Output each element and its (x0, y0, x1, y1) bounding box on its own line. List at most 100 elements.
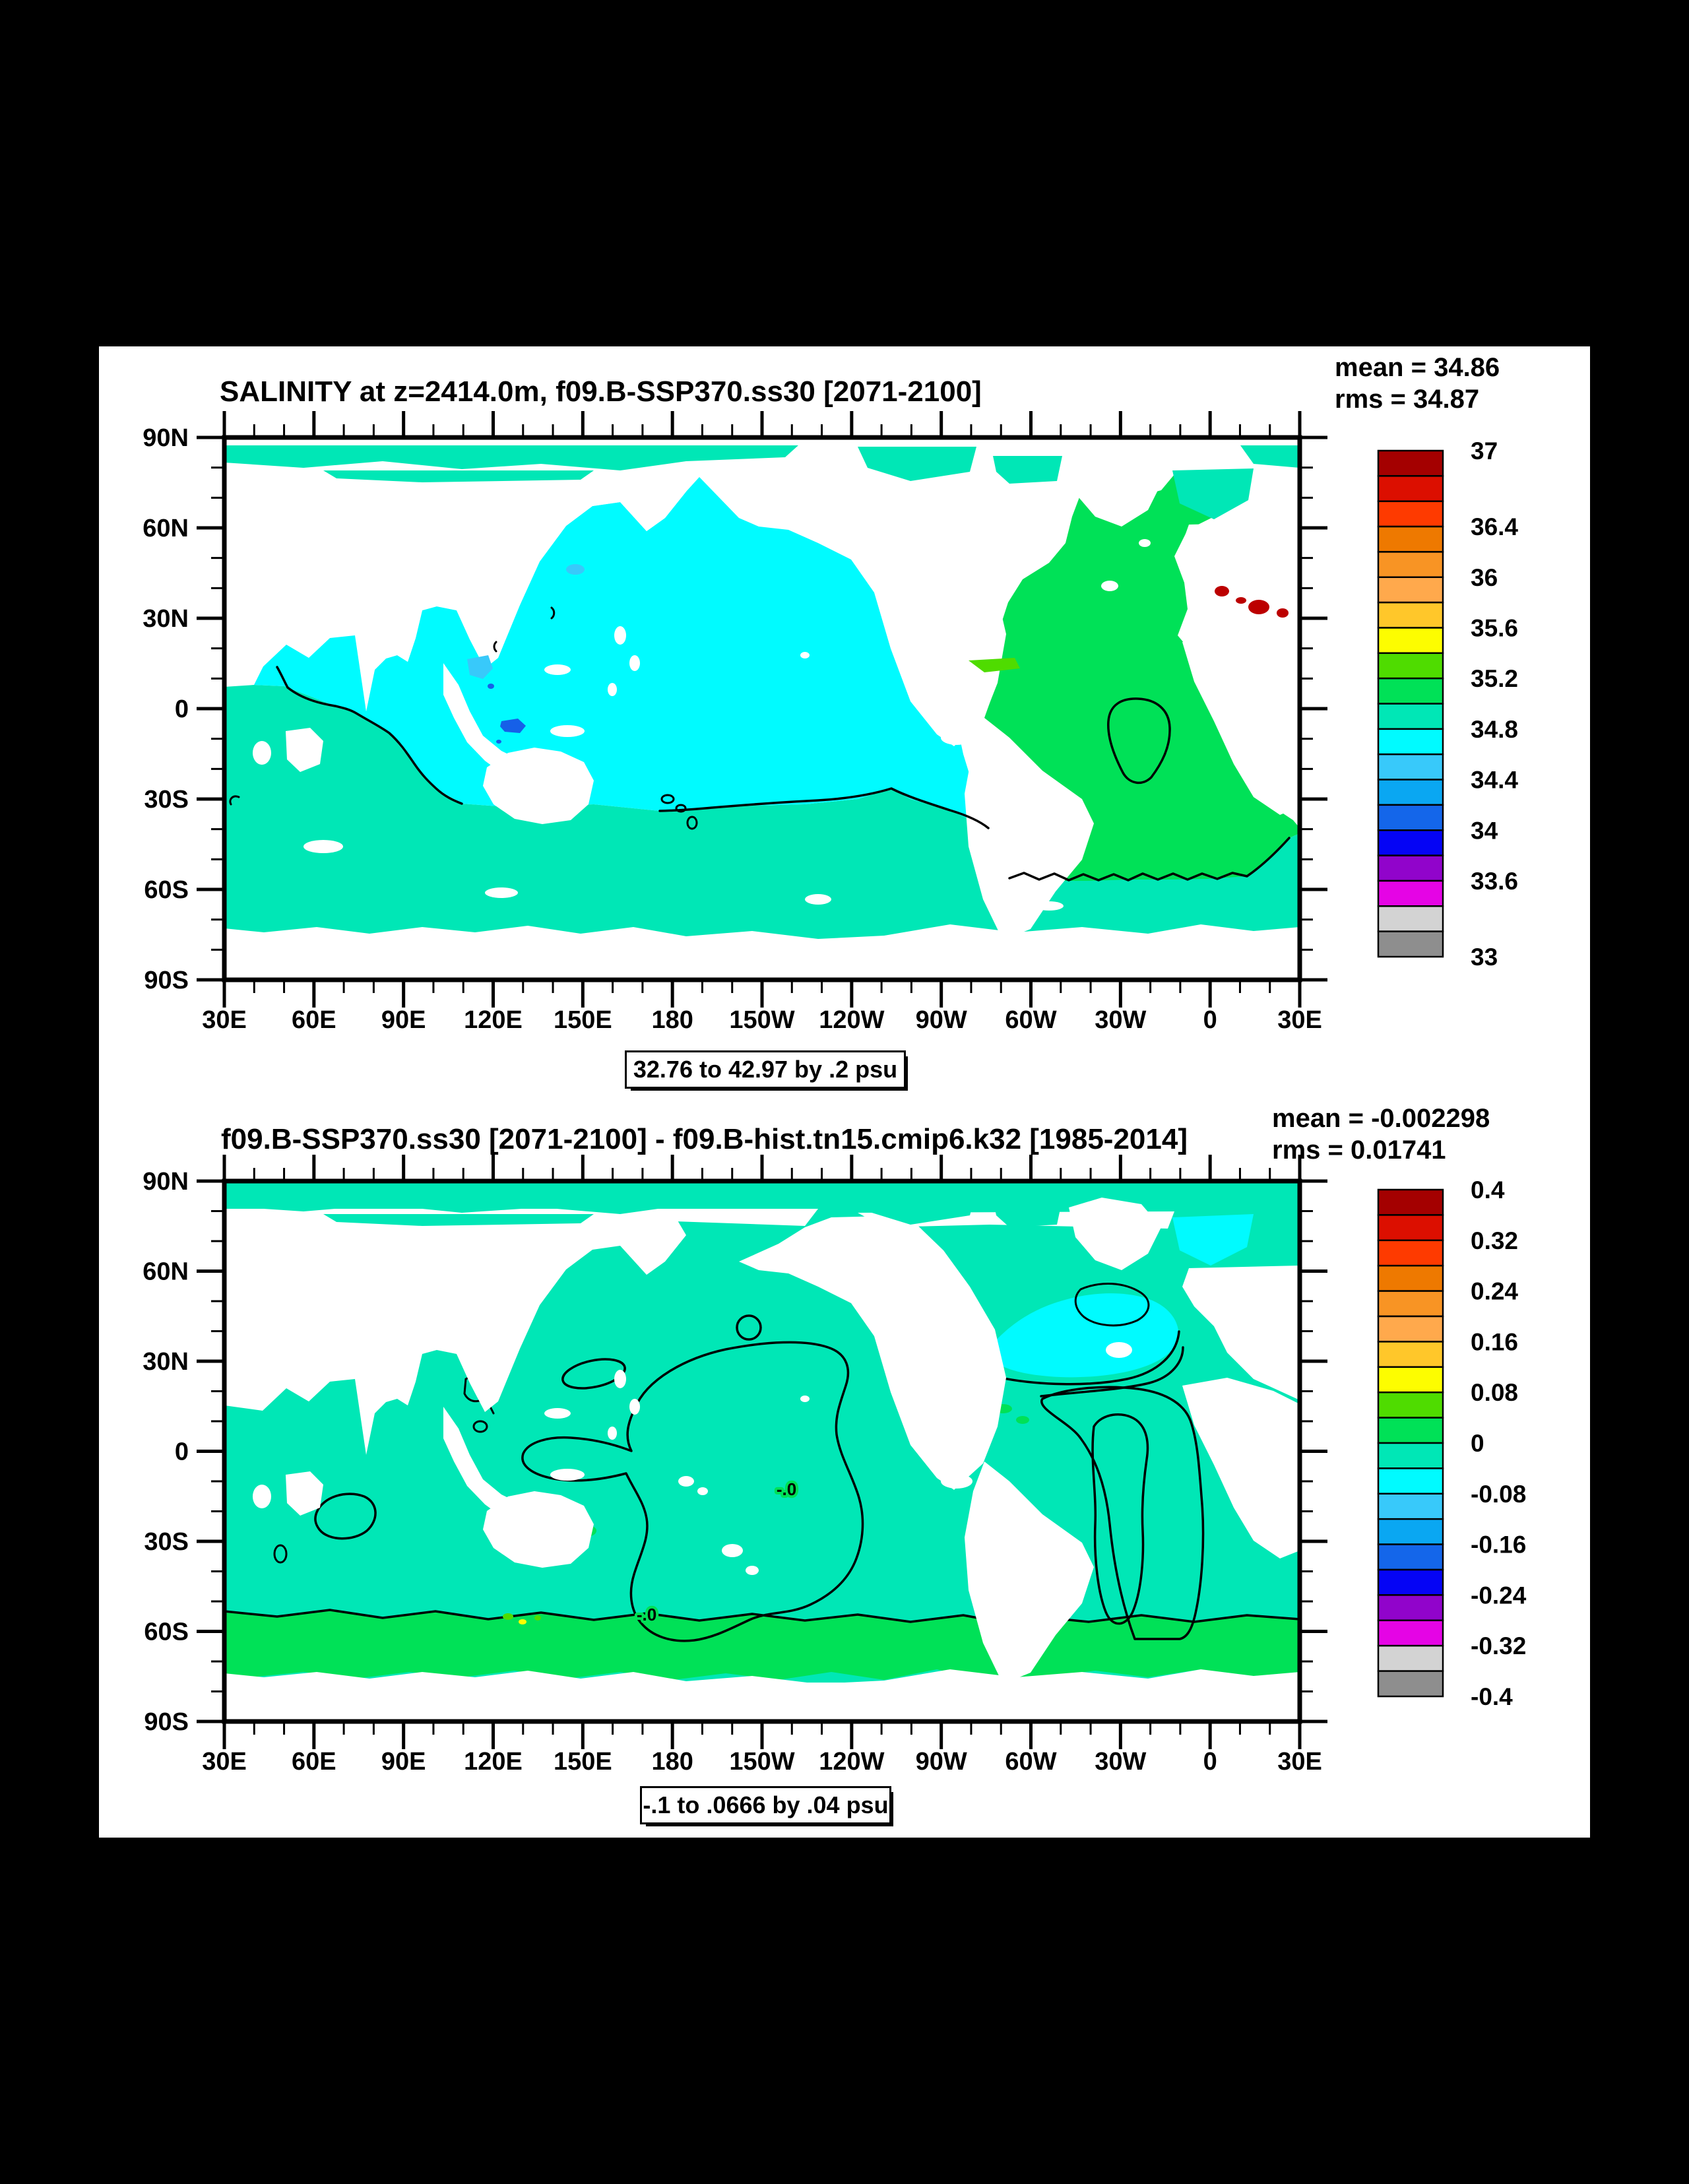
cyan-region-hole (1106, 1342, 1132, 1358)
plot1-rms-value: rms = 34.87 (1335, 385, 1480, 414)
x-axis-tick-label: 60W (1005, 1006, 1056, 1034)
blue-dot (488, 684, 494, 689)
y-axis-tick-label: 90S (144, 967, 189, 994)
colorbar-tick-label: 35.6 (1471, 614, 1518, 641)
colorbar-box (1377, 804, 1444, 831)
plot2-title: f09.B-SSP370.ss30 [2071-2100] - f09.B-hi… (221, 1123, 1188, 1155)
bay-of-bengal-sky-patch (467, 655, 493, 679)
atlantic-positive-column (1040, 1386, 1205, 1640)
caribbean-chartreuse-patch (969, 658, 1020, 672)
small-contour-arc (550, 606, 556, 620)
x-axis-tick-label: 60W (1005, 1748, 1056, 1776)
atlantic-chartreuse-core (1091, 1413, 1149, 1625)
x-axis-tick-label: 30E (1277, 1006, 1322, 1034)
x-axis-tick-label: 150W (729, 1006, 794, 1034)
colorbar-tick-label: 0.4 (1471, 1176, 1505, 1204)
colorbar-box (1377, 1264, 1444, 1292)
colorbar-box (1377, 1467, 1444, 1495)
colorbar-box (1377, 1594, 1444, 1622)
x-axis-tick-label: 150W (729, 1748, 794, 1776)
x-axis-tick-label: 120W (819, 1006, 884, 1034)
plot2-contour-range-label: -.1 to .0666 by .04 psu (640, 1786, 891, 1824)
colorbar-tick-label: 36 (1471, 564, 1498, 591)
x-axis-tick-label: 30E (1277, 1748, 1322, 1776)
madagascar-green-oval (273, 1544, 288, 1564)
colorbar-box (1377, 1543, 1444, 1571)
colorbar-tick-label: 35.2 (1471, 665, 1518, 692)
plot1-title: SALINITY at z=2414.0m, f09.B-SSP370.ss30… (220, 375, 982, 408)
colorbar-tick-label: 0.08 (1471, 1379, 1518, 1406)
colorbar-box (1377, 525, 1444, 553)
colorbar-box (1377, 1442, 1444, 1469)
green-region-holes (303, 493, 1151, 911)
x-axis-tick-label: 90W (916, 1748, 967, 1776)
colorbar-box (1377, 930, 1444, 958)
colorbar-tick-label: 34.8 (1471, 716, 1518, 743)
colorbar-box (1377, 1341, 1444, 1368)
blob-white-holes (678, 1476, 759, 1575)
plot1-stats: mean = 34.86 rms = 34.87 (1335, 352, 1500, 415)
okhotsk-sky-patch (566, 564, 585, 575)
colorbar-tick-label: 0.16 (1471, 1328, 1518, 1355)
x-axis-tick-label: 180 (651, 1006, 693, 1034)
colorbar-box (1377, 854, 1444, 882)
small-contour-arc (493, 641, 497, 653)
colorbar-box (1377, 1644, 1444, 1672)
colorbar-box (1377, 1214, 1444, 1242)
colorbar-box (1377, 1417, 1444, 1444)
y-axis-tick-label: 60S (144, 876, 189, 904)
y-axis-tick-label: 60N (143, 1258, 189, 1286)
blue-dot (496, 740, 501, 744)
colorbar-box (1377, 880, 1444, 907)
colorbar-box (1377, 1670, 1444, 1698)
north-atlantic-contour (982, 1330, 1180, 1386)
plot2-stats: mean = -0.002298 rms = 0.01741 (1272, 1103, 1490, 1166)
x-axis-tick-label: 90E (381, 1748, 426, 1776)
x-axis-tick-label: 0 (1203, 1006, 1217, 1034)
x-axis-tick-label: 0 (1203, 1748, 1217, 1776)
y-axis-tick-label: 0 (175, 695, 189, 723)
southern-ocean-green-band (224, 1610, 1300, 1683)
x-axis-tick-label: 60E (292, 1006, 336, 1034)
salinity-map-svg: 30E 60E 90E 120E 150E 180 150W 120W 90W 60W 30W 0 30… (143, 411, 1518, 1034)
colorbar-box (1377, 1290, 1444, 1318)
small-contour-arc (229, 795, 240, 806)
colorbar-box (1377, 576, 1444, 604)
south-pacific-contour (658, 787, 990, 829)
y-axis-tick-label: 90N (143, 1168, 189, 1196)
ocean-cyan-region (254, 477, 988, 828)
colorbar-box (1377, 1619, 1444, 1647)
colorbar-tick-label: 0.32 (1471, 1227, 1518, 1254)
y-axis-tick-label: 30N (143, 605, 189, 633)
x-axis-tick-label: 150E (554, 1748, 612, 1776)
x-axis-tick-label: 90E (381, 1006, 426, 1034)
colorbar-tick-label: 37 (1471, 437, 1498, 465)
figure-panel: SALINITY at z=2414.0m, f09.B-SSP370.ss30… (99, 346, 1590, 1838)
colorbar-box (1377, 551, 1444, 578)
north-atlantic-sky-core (1074, 1283, 1150, 1327)
x-axis-tick-label: 30W (1095, 1748, 1146, 1776)
x-axis-tick-label: 120E (464, 1006, 523, 1034)
x-axis-tick-label: 180 (651, 1748, 693, 1776)
north-atlantic-cyan-region (986, 1293, 1179, 1378)
colorbar-box (1377, 601, 1444, 629)
x-axis-tick-label: 30E (202, 1748, 247, 1776)
greenland-sea-cyan-patch (1172, 1214, 1254, 1266)
y-axis-tick-label: 30N (143, 1348, 189, 1376)
x-axis-tick-label: 60E (292, 1748, 336, 1776)
y-axis-tick-label: 60S (144, 1619, 189, 1646)
north-atlantic-contour (1040, 1346, 1184, 1397)
pacific-positive-blob (521, 1341, 864, 1642)
x-axis-tick-label: 120W (819, 1748, 884, 1776)
colorbar-box (1377, 1366, 1444, 1394)
northwest-pacific-lens (561, 1358, 626, 1390)
colorbar-box (1377, 1239, 1444, 1267)
indian-ocean-green-blob (314, 1493, 377, 1540)
colorbar-box (1377, 1493, 1444, 1520)
south-atlantic-contour (1008, 837, 1291, 882)
colorbar-box (1377, 1188, 1444, 1216)
ocean-green-region (976, 470, 1300, 881)
y-axis-tick-label: 60N (143, 515, 189, 542)
equatorial-atlantic-core-blob (1107, 697, 1171, 784)
colorbar-tick-label: -0.32 (1471, 1632, 1526, 1659)
